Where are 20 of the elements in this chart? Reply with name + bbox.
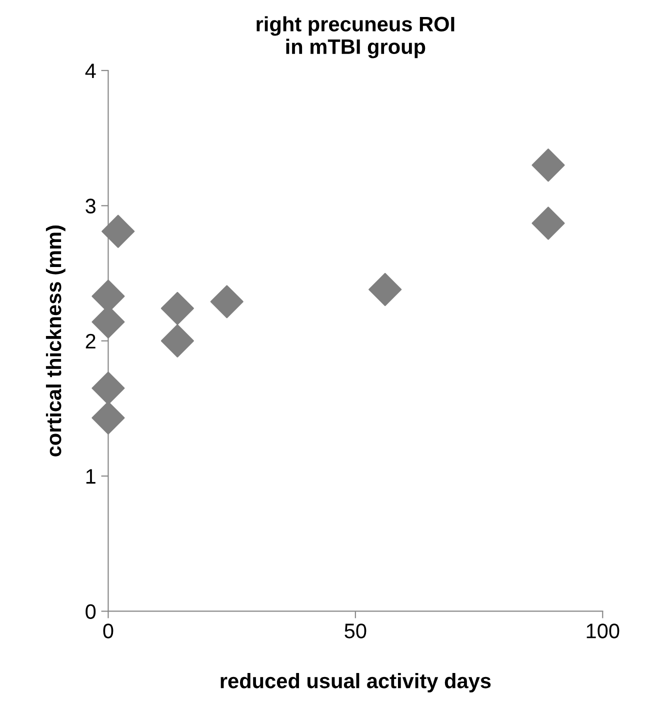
x-tick-label: 100 bbox=[586, 624, 620, 638]
point bbox=[210, 285, 244, 318]
point bbox=[102, 214, 135, 248]
point bbox=[368, 272, 402, 306]
y-tick-label: 2 bbox=[86, 334, 96, 348]
y-tick-label: 3 bbox=[86, 198, 96, 214]
y-axis-title: cortical thickness (mm) bbox=[46, 226, 66, 456]
y-tick-label: 1 bbox=[86, 469, 96, 484]
point bbox=[160, 292, 194, 325]
chart-title: right precuneus ROI in mTBI group bbox=[256, 16, 454, 58]
point bbox=[532, 148, 565, 182]
x-axis-title: reduced usual activity days bbox=[220, 673, 491, 692]
point bbox=[92, 372, 125, 405]
point bbox=[92, 401, 125, 434]
y-tick-label: 4 bbox=[85, 64, 96, 78]
point bbox=[160, 324, 194, 358]
x-tick-label: 0 bbox=[103, 624, 114, 638]
point bbox=[532, 206, 565, 240]
y-tick-label: 0 bbox=[86, 604, 96, 619]
x-tick-label: 50 bbox=[344, 624, 366, 638]
